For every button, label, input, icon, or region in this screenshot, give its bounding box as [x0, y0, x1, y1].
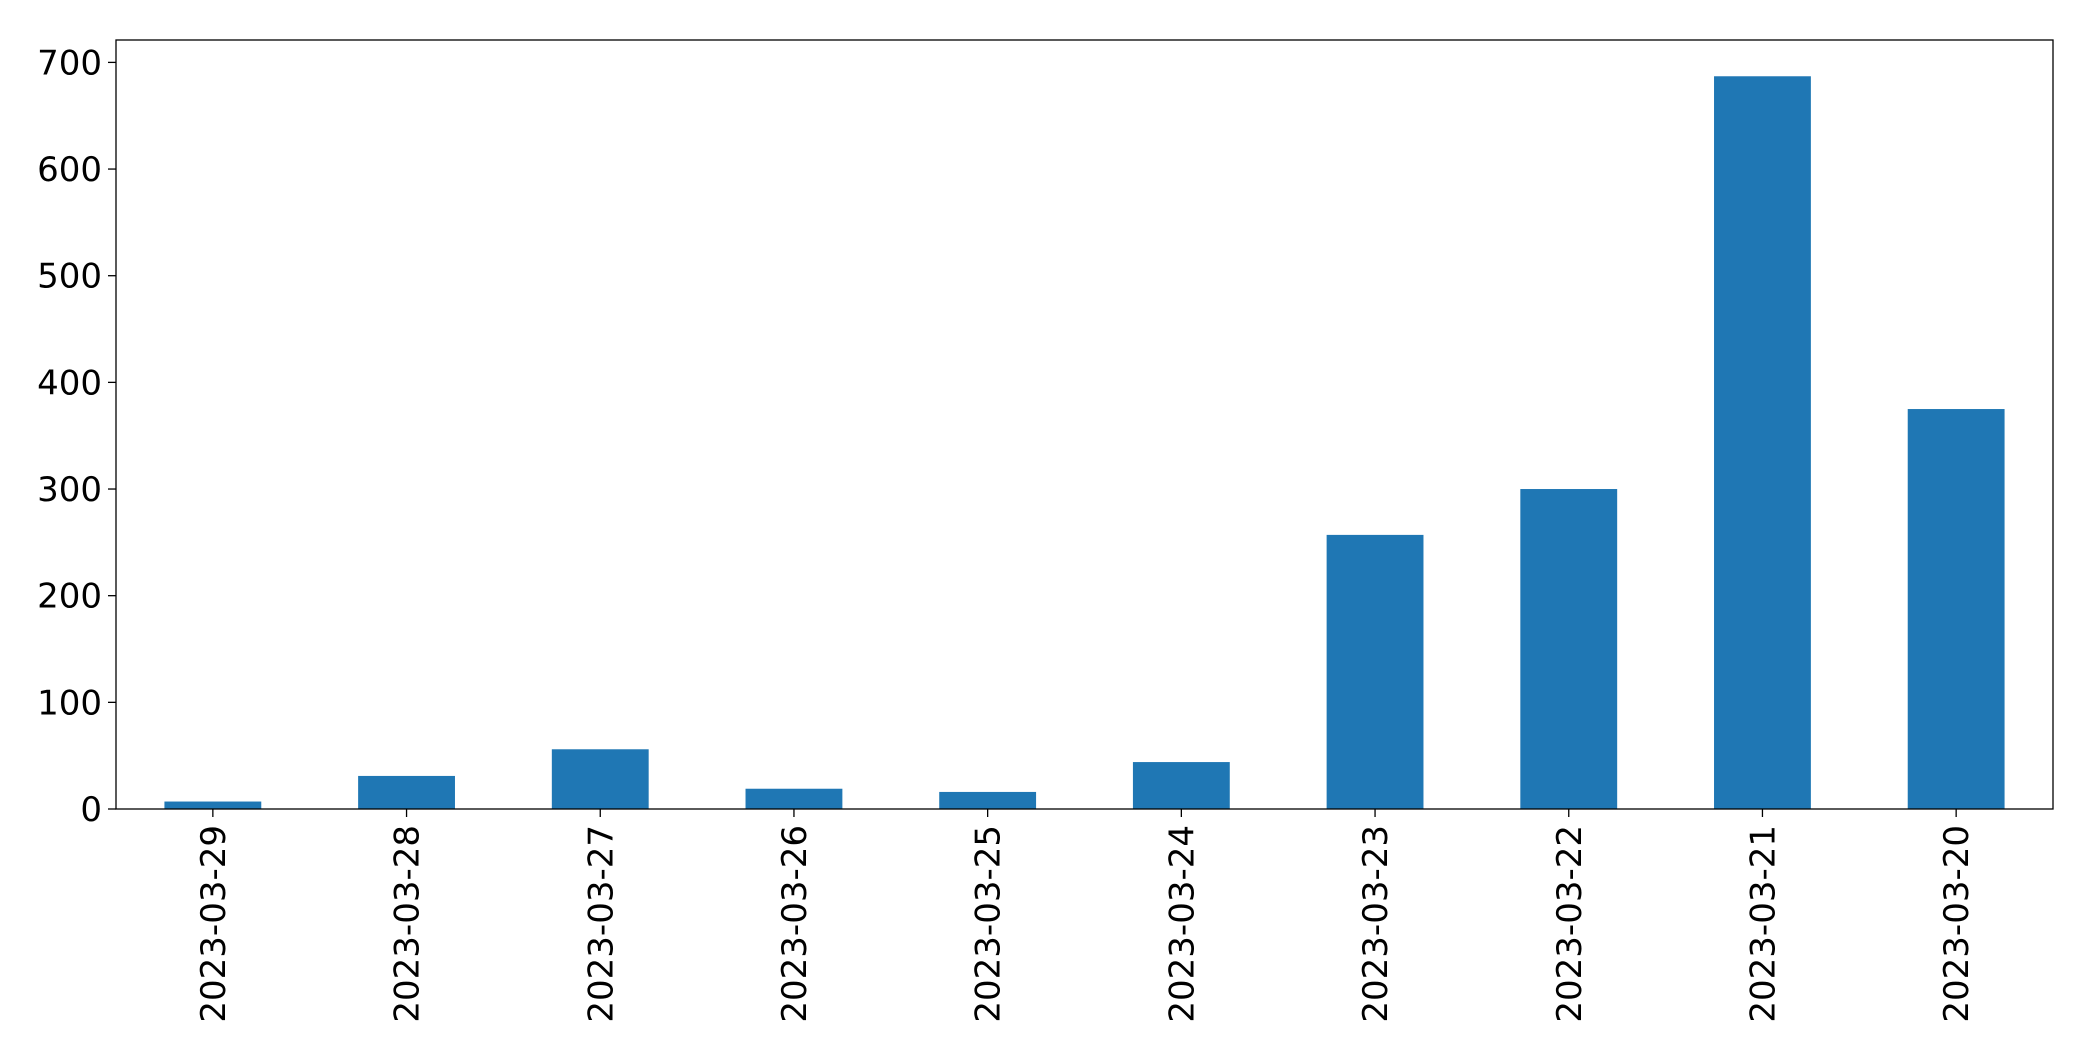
bar	[1714, 76, 1811, 809]
bar	[1907, 409, 2005, 809]
x-tick-label: 2023-03-28	[388, 825, 428, 1023]
y-tick-label: 600	[37, 150, 102, 190]
x-tick-label: 2023-03-25	[969, 825, 1009, 1023]
x-tick-label: 2023-03-27	[581, 825, 621, 1023]
bar	[1326, 534, 1424, 809]
bar	[1520, 489, 1618, 809]
y-tick-label: 200	[37, 577, 102, 617]
y-tick-label: 400	[37, 363, 102, 403]
x-tick-label: 2023-03-20	[1937, 825, 1977, 1023]
x-tick-label: 2023-03-29	[194, 825, 234, 1023]
axes-frame	[115, 39, 2054, 810]
bar	[358, 775, 455, 809]
x-tick-label: 2023-03-24	[1162, 825, 1202, 1023]
x-tick-label: 2023-03-26	[775, 825, 815, 1023]
bar	[745, 788, 843, 809]
bar	[1132, 762, 1230, 809]
y-tick-label: 100	[37, 683, 102, 723]
x-tick-label: 2023-03-21	[1743, 825, 1783, 1023]
bar	[939, 791, 1037, 809]
x-tick-label: 2023-03-22	[1550, 825, 1590, 1023]
y-tick-label: 0	[80, 790, 102, 830]
bar	[551, 749, 649, 809]
bar	[164, 801, 262, 809]
y-tick-label: 300	[37, 470, 102, 510]
x-tick-label: 2023-03-23	[1356, 825, 1396, 1023]
plot-area: 0 100 200 300 400 500 600 700 2023-03-29 2023-03-…	[37, 43, 2005, 1023]
y-tick-label: 700	[37, 43, 102, 83]
y-tick-label: 500	[37, 257, 102, 297]
